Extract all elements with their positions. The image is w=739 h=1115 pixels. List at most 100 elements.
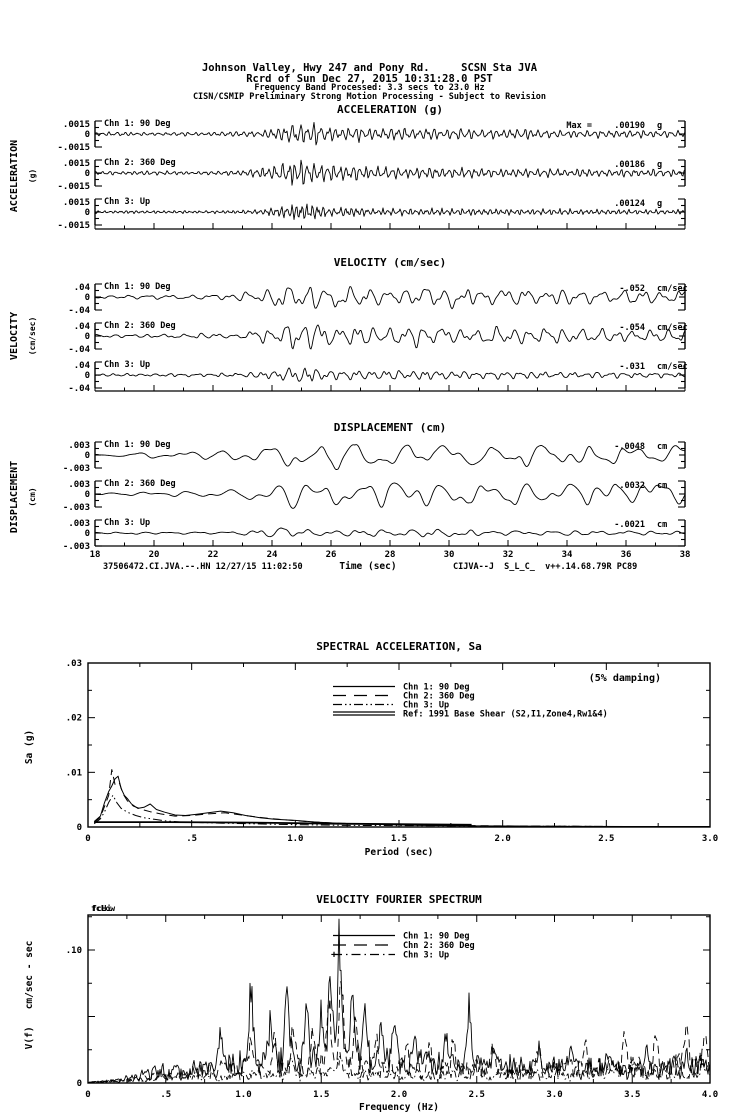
time-series-footer: 37506472.CI.JVA.--.HN 12/27/15 11:02:50 T… [103, 561, 637, 572]
channel-label: Chn 1: 90 Deg [104, 282, 171, 292]
vfs-ylabel: V(f) cm/sec - sec [24, 941, 35, 1050]
y-tick-label: 0 [85, 371, 90, 381]
sa-x-tick: .5 [186, 834, 197, 844]
max-prefix: Max = [566, 121, 592, 131]
vfs-xlabel: Frequency (Hz) [359, 1102, 439, 1113]
y-tick-label: 0 [85, 293, 90, 303]
displacement-axis-label: DISPLACEMENT [9, 461, 20, 533]
sa-x-tick: 3.0 [702, 834, 718, 844]
y-tick-label: 0 [85, 130, 90, 140]
max-unit: cm/sec [657, 323, 688, 333]
damping-note: (5% damping) [589, 672, 661, 684]
y-tick-label: -.003 [63, 503, 90, 513]
acceleration-axis-unit: (g) [28, 169, 37, 183]
x-tick-label: 30 [444, 550, 455, 560]
y-tick-label: -.04 [68, 345, 90, 355]
velocity-section: VELOCITY (cm/sec)VELOCITY (cm/sec).040-.0… [9, 256, 688, 394]
velocity-axis-label: VELOCITY [9, 312, 20, 360]
y-tick-label: 0 [85, 169, 90, 179]
y-tick-label: .0015 [63, 159, 90, 169]
sa-x-tick: 1.0 [287, 834, 303, 844]
y-tick-label: .04 [74, 361, 91, 371]
plus-marker: + [331, 950, 337, 961]
acceleration-axis-label: ACCELERATION [9, 140, 20, 212]
vfs-x-tick: 2.0 [391, 1090, 407, 1100]
y-tick-label: .003 [68, 519, 90, 529]
record-datetime: Rcrd of Sun Dec 27, 2015 10:31:28.0 PST [246, 72, 493, 85]
sa-x-tick: 0 [85, 834, 90, 844]
channel-label: Chn 3: Up [104, 360, 150, 370]
max-unit: cm [657, 520, 667, 530]
x-tick-label: 24 [267, 550, 278, 560]
legend-label: Chn 3: Up [403, 701, 449, 711]
record-header: Johnson Valley, Hwy 247 and Pony Rd. SCS… [0, 63, 739, 102]
sa-ylabel: Sa (g) [24, 730, 35, 764]
legend-label: Chn 1: 90 Deg [403, 683, 470, 693]
velocity-axis-unit: (cm/sec) [28, 317, 37, 356]
channel-label: Chn 1: 90 Deg [104, 119, 171, 129]
sa-title: SPECTRAL ACCELERATION, Sa [316, 640, 482, 653]
x-tick-label: 34 [562, 550, 573, 560]
vfs-x-tick: 3.5 [624, 1090, 640, 1100]
max-unit: cm [657, 481, 667, 491]
sa-y-tick: .02 [66, 714, 82, 724]
channel-label: Chn 3: Up [104, 197, 150, 207]
y-tick-label: -.04 [68, 306, 90, 316]
sa-y-tick: 0 [77, 823, 82, 833]
y-tick-label: -.003 [63, 542, 90, 552]
y-tick-label: .003 [68, 480, 90, 490]
x-tick-label: 22 [208, 550, 219, 560]
y-tick-label: .04 [74, 283, 91, 293]
time-axis-label: Time (sec) [339, 561, 396, 572]
y-tick-label: 0 [85, 451, 90, 461]
max-value: -.0021 [614, 520, 645, 530]
sa-x-tick: 1.5 [391, 834, 407, 844]
displacement-x-axis: 18 20 22 24 26 28 30 32 34 36 38 [90, 540, 690, 560]
y-tick-label: -.0015 [57, 143, 90, 153]
y-tick-label: -.003 [63, 464, 90, 474]
fc-hi-label: fcHi [92, 903, 111, 913]
max-unit: g [657, 121, 662, 131]
x-tick-label: 28 [385, 550, 396, 560]
max-value: .0032 [619, 481, 645, 491]
vfs-x-tick: 0 [85, 1090, 90, 1100]
vfs-title: VELOCITY FOURIER SPECTRUM [316, 893, 482, 906]
velocity-channel-2: .040 -.04 Chn 2: 360 Deg -.054 cm/sec [68, 321, 687, 355]
y-tick-label: -.04 [68, 384, 90, 394]
sa-y-tick: .03 [66, 659, 82, 669]
sa-x-tick: 2.0 [495, 834, 511, 844]
channel-label: Chn 1: 90 Deg [104, 440, 171, 450]
y-tick-label: .0015 [63, 120, 90, 130]
legend-label: Chn 3: Up [403, 951, 449, 961]
velocity-x-axis [94, 385, 686, 392]
vfs-y-tick: .10 [66, 946, 82, 956]
y-tick-label: 0 [85, 529, 90, 539]
legend-label: Chn 2: 360 Deg [403, 941, 475, 951]
station-code: CIJVA--J S_L_C_ v++.14.68.79R PC89 [453, 562, 637, 572]
y-tick-label: -.0015 [57, 221, 90, 231]
displacement-axis-unit: (cm) [28, 487, 37, 506]
legend-label: Ref: 1991 Base Shear (S2,I1,Zone4,Rw1&4) [403, 710, 608, 720]
max-value: .00124 [614, 199, 645, 209]
processing-note: CISN/CSMIP Preliminary Strong Motion Pro… [192, 92, 547, 102]
vfs-y-tick: 0 [77, 1079, 82, 1089]
x-tick-label: 20 [149, 550, 160, 560]
max-unit: g [657, 160, 662, 170]
channel-label: Chn 3: Up [104, 518, 150, 528]
vfs-x-tick: 2.5 [469, 1090, 485, 1100]
y-tick-label: .04 [74, 322, 91, 332]
acceleration-title: ACCELERATION (g) [337, 103, 443, 116]
vfs-x-tick: 4.0 [702, 1090, 718, 1100]
max-unit: cm [657, 442, 667, 452]
x-tick-label: 32 [503, 550, 514, 560]
max-value: -.052 [619, 284, 645, 294]
max-value: -.054 [619, 323, 645, 333]
y-tick-label: 0 [85, 332, 90, 342]
record-id: 37506472.CI.JVA.--.HN 12/27/15 11:02:50 [103, 562, 303, 572]
channel-label: Chn 2: 360 Deg [104, 158, 176, 168]
